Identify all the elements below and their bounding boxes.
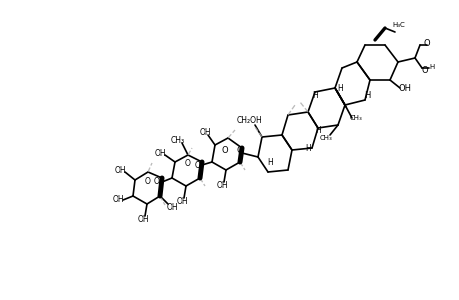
- Text: CH₃: CH₃: [171, 136, 185, 145]
- Text: O: O: [154, 178, 160, 187]
- Text: H₃C: H₃C: [392, 22, 404, 28]
- Text: OH: OH: [112, 196, 123, 205]
- Text: OH: OH: [199, 128, 210, 136]
- Text: CH₃: CH₃: [349, 115, 362, 121]
- Text: CH₃: CH₃: [319, 135, 332, 141]
- Text: OH: OH: [397, 83, 411, 92]
- Text: O: O: [236, 146, 243, 154]
- Text: OH: OH: [216, 182, 227, 190]
- Text: OH: OH: [114, 166, 126, 175]
- Text: H: H: [363, 91, 369, 100]
- Text: H: H: [336, 83, 342, 92]
- Text: H: H: [314, 125, 320, 134]
- Text: H: H: [304, 143, 310, 152]
- Text: H: H: [312, 91, 317, 100]
- Text: O: O: [221, 146, 228, 154]
- Text: O: O: [145, 176, 151, 185]
- Text: OH: OH: [176, 197, 187, 206]
- Text: O: O: [195, 160, 201, 169]
- Text: H: H: [267, 158, 272, 166]
- Text: OH: OH: [154, 148, 165, 158]
- Text: OH: OH: [137, 215, 149, 224]
- Text: O: O: [423, 38, 429, 47]
- Text: H: H: [428, 64, 434, 70]
- Text: CH₂OH: CH₂OH: [236, 116, 262, 124]
- Text: O: O: [421, 65, 427, 74]
- Text: OH: OH: [166, 202, 178, 211]
- Text: O: O: [185, 158, 190, 167]
